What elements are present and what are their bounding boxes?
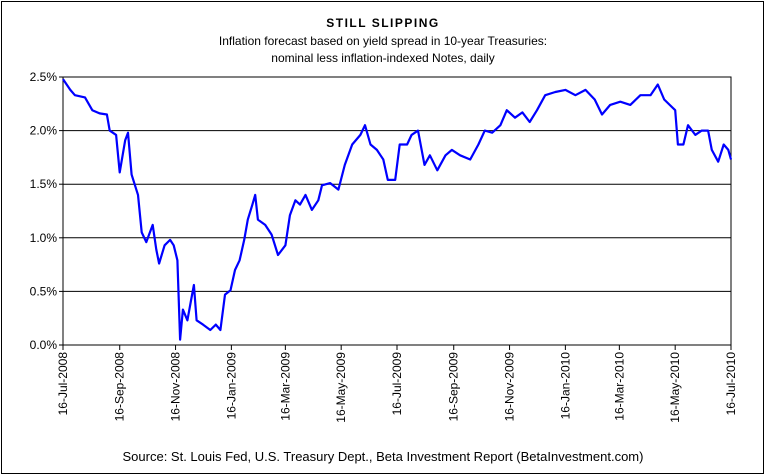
y-tick-label: 2.0% [30,124,58,138]
x-tick-label: 16-Mar-2010 [612,352,626,421]
x-tick-label: 16-Mar-2009 [278,352,292,421]
x-tick-label: 16-Jan-2010 [558,352,572,420]
x-tick-label: 16-Jan-2009 [224,352,238,420]
x-tick-label: 16-May-2010 [668,352,682,423]
chart-subtitle: nominal less inflation-indexed Notes, da… [271,51,494,65]
x-tick-label: 16-Nov-2009 [503,352,517,422]
x-tick-label: 16-Sep-2009 [447,352,461,422]
x-tick-label: 16-May-2009 [334,352,348,423]
y-tick-label: 2.5% [30,70,58,84]
x-tick-label: 16-Nov-2008 [169,352,183,422]
y-tick-label: 1.0% [30,231,58,245]
x-tick-label: 16-Jul-2009 [390,352,404,416]
x-tick-label: 16-Sep-2008 [113,352,127,422]
source-note: Source: St. Louis Fed, U.S. Treasury Dep… [123,449,644,464]
x-tick-label: 16-Jul-2008 [56,352,70,416]
chart-title: STILL SLIPPING [326,16,439,30]
x-tick-label: 16-Jul-2010 [724,352,738,416]
y-tick-label: 0.0% [30,338,58,352]
chart-subtitle: Inflation forecast based on yield spread… [219,34,547,48]
y-tick-label: 0.5% [30,284,58,298]
data-line [62,78,733,341]
plot-area [62,76,732,346]
y-tick-label: 1.5% [30,177,58,191]
